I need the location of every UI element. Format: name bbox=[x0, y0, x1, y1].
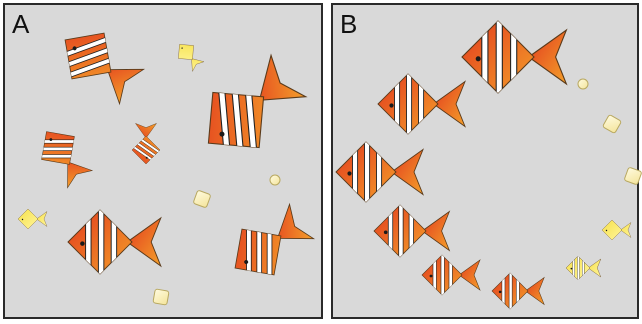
fish-stripes bbox=[85, 210, 118, 274]
panel-b-fish-clownfish bbox=[491, 272, 545, 310]
fish-eye bbox=[219, 131, 225, 137]
fish-tail bbox=[67, 161, 94, 189]
panel-b-food-pellet-square bbox=[602, 114, 622, 134]
panel-a-fish-yellow-tang bbox=[178, 44, 205, 72]
fish-eye bbox=[80, 241, 85, 246]
fish-tail bbox=[258, 53, 308, 101]
panel-a: A bbox=[3, 3, 323, 319]
fish-eye bbox=[498, 290, 502, 294]
fish-stripes bbox=[481, 21, 518, 93]
fish-tail bbox=[458, 259, 481, 291]
fish-eye bbox=[475, 56, 481, 62]
panel-b: B bbox=[331, 3, 642, 319]
fish-stripes bbox=[432, 255, 453, 295]
fish-eye bbox=[72, 46, 77, 51]
panel-b-food-pellet-round bbox=[577, 78, 589, 90]
fish-stripes bbox=[387, 205, 414, 257]
fish-tail bbox=[126, 216, 162, 268]
panel-b-fish-yellow-tang bbox=[601, 219, 632, 241]
panel-a-fish-yellow-tang bbox=[17, 208, 48, 230]
panel-a-food-pellet-square bbox=[193, 190, 211, 208]
fish-eye bbox=[429, 274, 433, 278]
fish-stripes bbox=[501, 273, 520, 309]
fish-tail bbox=[106, 68, 146, 106]
fish-stripes bbox=[352, 142, 383, 202]
fish-eye bbox=[21, 218, 24, 221]
fish-eye bbox=[181, 47, 183, 49]
fish-tail bbox=[527, 28, 568, 86]
fish-tail bbox=[134, 122, 158, 139]
fish-eye bbox=[49, 138, 53, 141]
fish-body bbox=[17, 208, 39, 230]
fish-stripes bbox=[394, 74, 425, 134]
fish-stripes bbox=[572, 256, 585, 280]
fish-tail bbox=[432, 80, 466, 128]
fish-tail bbox=[587, 258, 602, 278]
panel-b-fish-clownfish bbox=[377, 73, 466, 135]
panel-a-fish-clownfish bbox=[67, 209, 162, 275]
panel-b-food-pellet-square bbox=[624, 167, 642, 185]
panel-a-food-pellet-round bbox=[269, 174, 281, 186]
fish-body bbox=[601, 219, 623, 241]
fish-tail bbox=[620, 222, 632, 238]
panel-a-label: A bbox=[12, 9, 30, 39]
fish-tail bbox=[524, 276, 545, 306]
fish-eye bbox=[145, 156, 148, 159]
fish-eye bbox=[347, 171, 352, 176]
panel-b-fish-clownfish bbox=[461, 20, 568, 94]
fish-tail bbox=[276, 202, 316, 240]
panel-a-food-pellet-square bbox=[152, 288, 170, 306]
fish-eye bbox=[244, 260, 249, 264]
panel-b-fish-yellow-tang bbox=[565, 255, 602, 281]
fish-eye bbox=[570, 267, 573, 270]
fish-tail bbox=[36, 211, 48, 227]
panel-a-fish-orange-small bbox=[131, 122, 161, 165]
fish-tail bbox=[390, 148, 424, 196]
fish-eye bbox=[389, 103, 394, 108]
fish-eye bbox=[383, 230, 388, 235]
fish-tail bbox=[191, 58, 205, 72]
panel-b-fish-clownfish bbox=[421, 254, 481, 296]
panel-b-fish-clownfish bbox=[373, 204, 451, 258]
fish-tail bbox=[421, 210, 451, 252]
panel-b-fish-clownfish bbox=[335, 141, 424, 203]
fish-eye bbox=[605, 229, 608, 232]
panel-b-label: B bbox=[340, 9, 357, 39]
